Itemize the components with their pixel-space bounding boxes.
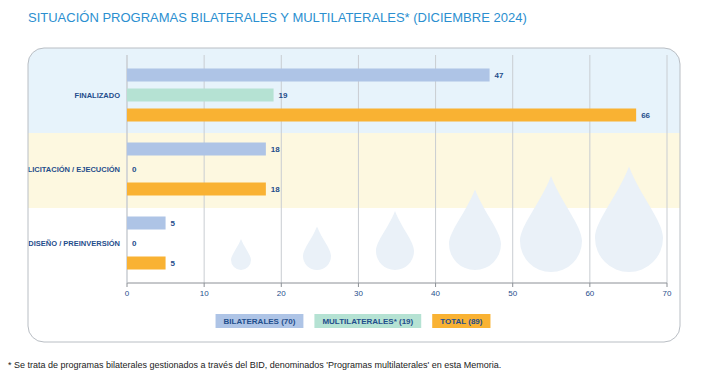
- data-labels: 47 19 66 18 0 18 5 0 5: [132, 71, 651, 268]
- bar: [127, 143, 266, 156]
- tick: [204, 283, 205, 287]
- bar: [127, 237, 128, 250]
- drop: [231, 239, 251, 270]
- tick: [127, 283, 128, 287]
- data-label: 0: [132, 239, 137, 248]
- bars: [127, 69, 636, 270]
- data-label: 19: [279, 91, 288, 100]
- band: [28, 48, 680, 133]
- bar: [127, 217, 166, 230]
- tick-label: 10: [200, 289, 209, 298]
- grid: 010203040506070: [125, 55, 672, 298]
- data-label: 18: [271, 145, 280, 154]
- tick: [667, 283, 668, 287]
- decor-drops: [231, 167, 663, 272]
- tick-label: 50: [508, 289, 517, 298]
- drop: [595, 167, 663, 272]
- drop: [449, 189, 501, 270]
- tick: [512, 283, 513, 287]
- legend: BILATERALES (70) MULTILATERALES* (19) TOTA…: [216, 314, 491, 328]
- legend-swatch: [216, 314, 304, 328]
- bands: [28, 48, 680, 342]
- tick: [358, 283, 359, 287]
- frame: [28, 48, 680, 342]
- tick: [435, 283, 436, 287]
- band: [28, 283, 680, 342]
- drop: [376, 211, 414, 270]
- legend-swatch: [314, 314, 421, 328]
- data-label: 18: [271, 185, 280, 194]
- grid-line: [358, 55, 359, 283]
- category-label: FINALIZADO: [75, 91, 121, 100]
- tick-label: 70: [663, 289, 672, 298]
- legend-swatch: [432, 314, 490, 328]
- data-label: 5: [171, 219, 176, 228]
- grid-line: [435, 55, 436, 283]
- title: SITUACIÓN PROGRAMAS BILATERALES Y MULTIL…: [28, 10, 527, 25]
- grid-line: [667, 55, 668, 283]
- grid-line: [512, 55, 513, 283]
- legend-label: MULTILATERALES* (19): [322, 317, 413, 326]
- grid-line: [589, 55, 590, 283]
- drop: [303, 227, 331, 270]
- bar: [127, 163, 128, 176]
- data-label: 47: [495, 71, 504, 80]
- tick: [589, 283, 590, 287]
- category-labels: FINALIZADO LICITACIÓN / EJECUCIÓN DISEÑO /…: [28, 91, 121, 248]
- tick-label: 60: [585, 289, 594, 298]
- legend-label: TOTAL (89): [440, 317, 483, 326]
- band: [28, 208, 680, 283]
- data-label: 5: [171, 259, 176, 268]
- footnote: * Se trata de programas bilaterales gest…: [8, 360, 501, 370]
- tick-label: 0: [125, 289, 130, 298]
- x-axis: [127, 283, 667, 284]
- tick-label: 30: [354, 289, 363, 298]
- tick-label: 20: [277, 289, 286, 298]
- tick-label: 40: [431, 289, 440, 298]
- category-label: LICITACIÓN / EJECUCIÓN: [28, 165, 120, 174]
- bar: [127, 69, 490, 82]
- data-label: 0: [132, 165, 137, 174]
- bar: [127, 183, 266, 196]
- band: [28, 133, 680, 208]
- drop: [520, 176, 582, 272]
- tick: [281, 283, 282, 287]
- category-label: DISEÑO / PREINVERSIÓN: [28, 239, 120, 248]
- bar: [127, 89, 274, 102]
- data-label: 66: [641, 111, 650, 120]
- grid-line: [281, 55, 282, 283]
- chart: SITUACIÓN PROGRAMAS BILATERALES Y MULTIL…: [0, 0, 710, 375]
- bar: [127, 257, 166, 270]
- legend-label: BILATERALES (70): [224, 317, 296, 326]
- bar: [127, 109, 636, 122]
